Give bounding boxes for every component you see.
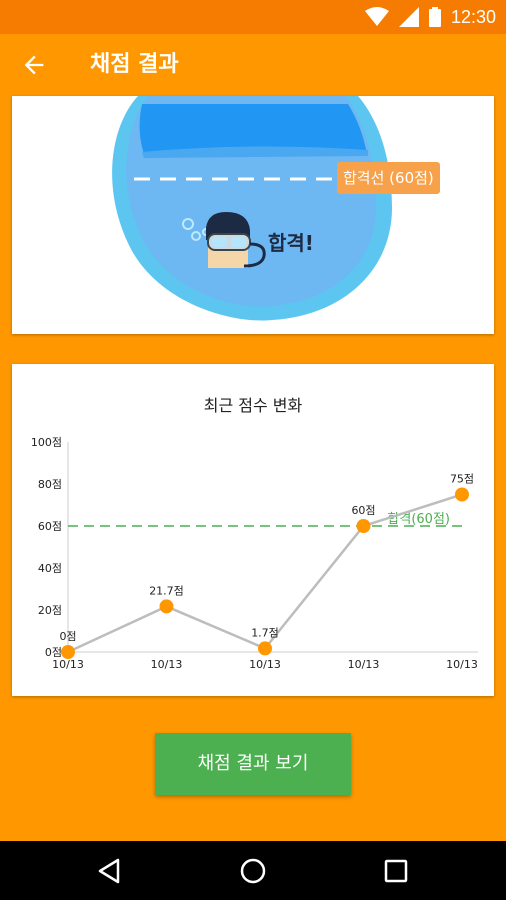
- y-tick-label: 40점: [38, 562, 62, 575]
- x-tick-label: 10/13: [348, 658, 380, 671]
- x-tick-label: 10/13: [151, 658, 183, 671]
- data-label: 0점: [59, 630, 76, 643]
- data-point: [356, 519, 371, 533]
- result-card: 합격선 (60점) 합격!: [12, 96, 494, 334]
- view-result-button[interactable]: 채점 결과 보기: [155, 733, 351, 795]
- status-time: 12:30: [450, 7, 496, 27]
- back-triangle-icon[interactable]: [94, 855, 126, 887]
- page-title: 채점 결과: [90, 52, 179, 77]
- x-tick-label: 10/13: [52, 658, 84, 671]
- data-point: [258, 641, 272, 656]
- battery-icon: [428, 7, 441, 27]
- data-label: 1.7점: [251, 626, 279, 639]
- diver-icon: [206, 212, 266, 268]
- recents-square-icon[interactable]: [380, 855, 412, 887]
- y-tick-label: 100점: [31, 436, 62, 449]
- y-tick-label: 80점: [38, 478, 62, 491]
- fishbowl-illustration: [112, 96, 392, 321]
- chart-card: 최근 점수 변화 0점 20점 40점 60점 80점 100점 10/13 10/13 10/…: [12, 364, 494, 696]
- data-point: [455, 487, 469, 502]
- app-bar: 채점 결과: [0, 34, 506, 96]
- y-tick-label: 20점: [38, 604, 62, 617]
- signal-icon: [398, 7, 419, 27]
- wifi-icon: [364, 7, 389, 26]
- result-text: 합격!: [268, 231, 314, 255]
- data-label: 75점: [450, 473, 474, 486]
- y-tick-label: 60점: [38, 520, 62, 533]
- data-point: [61, 645, 75, 659]
- status-bar: 12:30: [0, 0, 506, 34]
- nav-bar: [0, 841, 506, 900]
- data-label: 21.7점: [149, 584, 184, 597]
- arrow-back-icon[interactable]: [20, 51, 48, 79]
- x-tick-label: 10/13: [249, 658, 281, 671]
- score-chart: 0점 20점 40점 60점 80점 100점 10/13 10/13 10/13 10/13 10…: [31, 436, 478, 671]
- x-tick-label: 10/13: [446, 658, 478, 671]
- chart-title: 최근 점수 변화: [203, 396, 303, 415]
- home-circle-icon[interactable]: [237, 855, 269, 887]
- threshold-label: 합격(60점): [387, 512, 450, 527]
- data-label: 60점: [351, 504, 375, 517]
- data-point: [159, 599, 174, 614]
- y-tick-label: 0점: [45, 646, 62, 659]
- pass-line-label: 합격선 (60점): [337, 162, 440, 194]
- status-icons: 12:30: [364, 7, 496, 27]
